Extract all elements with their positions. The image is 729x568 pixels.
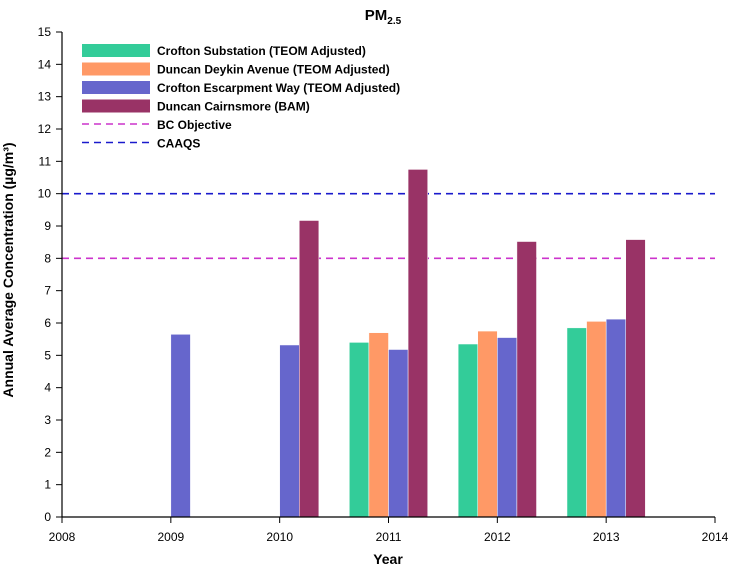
legend-label-series1: Crofton Substation (TEOM Adjusted) [157, 44, 366, 58]
bar-series2-2011 [368, 332, 389, 518]
bar-series2-2013 [586, 321, 607, 518]
legend-swatch-series4 [82, 99, 150, 113]
x-tick-label-2013: 2013 [593, 530, 620, 544]
bar-series2-2012 [477, 330, 498, 518]
y-tick-label-0: 0 [44, 510, 51, 524]
y-tick-label-4: 4 [44, 381, 51, 395]
bar-series3-2011 [388, 349, 409, 518]
y-tick-label-15: 15 [38, 25, 52, 39]
bar-series3-2009 [170, 334, 191, 518]
x-tick-label-2011: 2011 [376, 530, 402, 544]
y-tick-label-9: 9 [44, 219, 51, 233]
legend-label-caaqs: CAAQS [157, 137, 200, 151]
bar-series3-2013 [605, 318, 627, 518]
chart-title: PM2.5 [365, 7, 402, 27]
legend-swatch-series2 [82, 62, 150, 76]
legend-swatch-series3 [82, 81, 150, 94]
x-tick-label-2012: 2012 [484, 530, 511, 544]
legend-swatch-series1 [82, 44, 150, 57]
bar-series4-2011 [407, 169, 428, 518]
legend: Crofton Substation (TEOM Adjusted) Duncan… [82, 44, 400, 151]
y-tick-label-3: 3 [44, 413, 51, 427]
bar-series4-2012 [516, 241, 537, 518]
bar-series1-2011 [349, 342, 370, 518]
x-tick-label-2014: 2014 [702, 530, 729, 544]
y-tick-label-7: 7 [44, 284, 51, 298]
x-axis-title: Year [373, 551, 403, 567]
y-tick-label-14: 14 [38, 57, 52, 71]
y-tick-label-11: 11 [39, 154, 52, 168]
bar-series3-2010 [279, 344, 300, 518]
bar-series4-2013 [625, 239, 646, 518]
legend-label-bc-objective: BC Objective [157, 118, 232, 132]
y-tick-label-8: 8 [44, 251, 51, 265]
y-tick-label-6: 6 [44, 316, 51, 330]
legend-label-series2: Duncan Deykin Avenue (TEOM Adjusted) [157, 63, 390, 77]
y-tick-label-12: 12 [38, 122, 52, 136]
x-tick-label-2008: 2008 [49, 530, 76, 544]
chart-title-main: PM [365, 7, 388, 24]
x-tick-label-2010: 2010 [266, 530, 293, 544]
reference-lines [62, 192, 715, 260]
y-tick-label-13: 13 [38, 90, 52, 104]
x-tick-label-2009: 2009 [157, 530, 184, 544]
chart-title-subscript: 2.5 [387, 16, 401, 27]
y-axis-title: Annual Average Concentration (µg/m³) [0, 142, 16, 397]
legend-label-series3: Crofton Escarpment Way (TEOM Adjusted) [157, 81, 400, 95]
bar-series3-2012 [497, 337, 518, 518]
bars-group [170, 169, 646, 518]
bar-series1-2012 [457, 343, 478, 518]
y-tick-label-5: 5 [44, 348, 51, 362]
bar-series1-2013 [566, 327, 587, 518]
bar-series4-2010 [299, 220, 320, 518]
y-tick-label-10: 10 [38, 187, 52, 201]
y-tick-label-1: 1 [44, 478, 51, 492]
y-tick-label-2: 2 [44, 445, 51, 459]
legend-label-series4: Duncan Cairnsmore (BAM) [157, 100, 310, 114]
